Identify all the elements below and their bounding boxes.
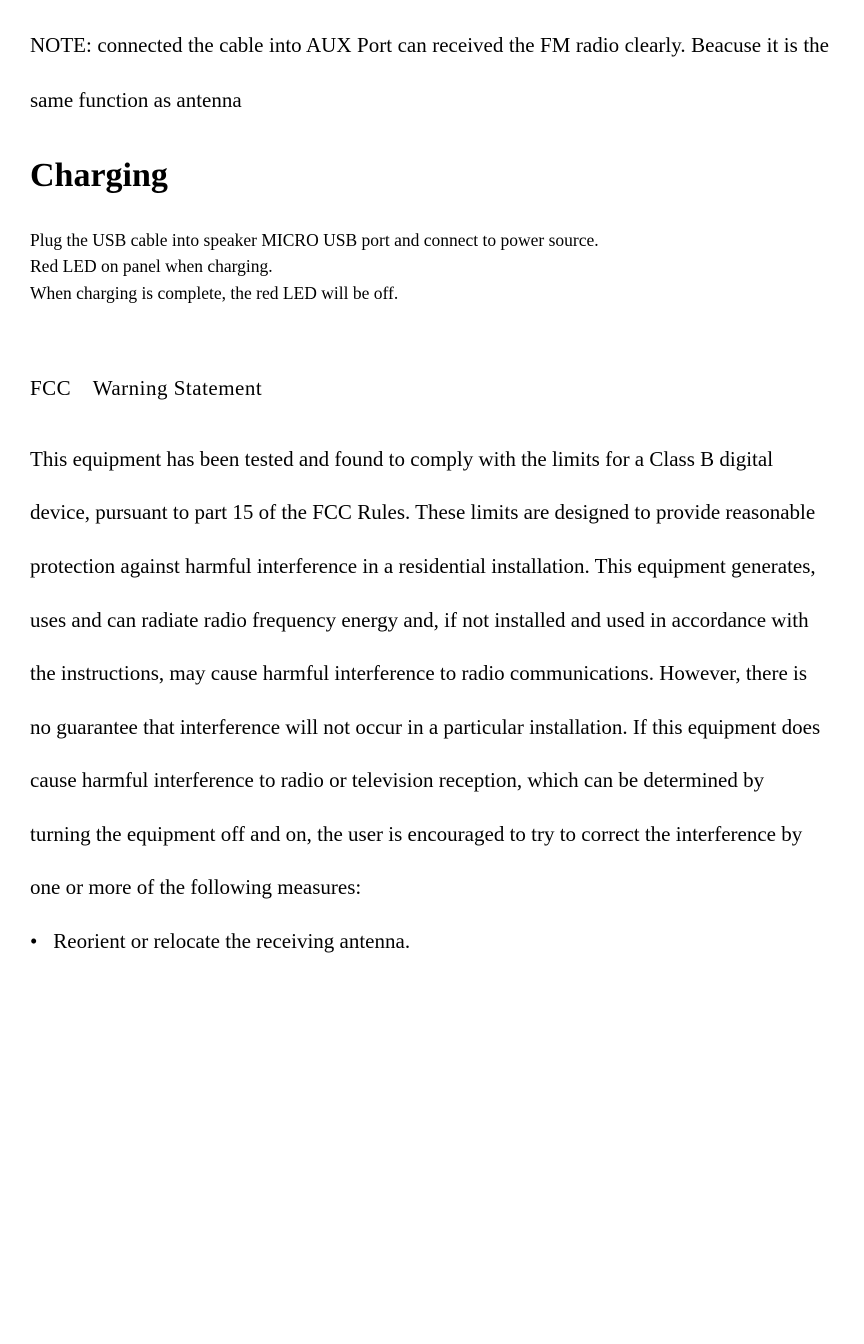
fcc-title: FCC Warning Statement (30, 376, 829, 401)
fcc-body-paragraph: This equipment has been tested and found… (30, 433, 829, 915)
charging-line-2: Red LED on panel when charging. (30, 253, 829, 279)
charging-heading: Charging (30, 157, 829, 195)
bullet-icon: • (30, 915, 48, 969)
note-paragraph: NOTE: connected the cable into AUX Port … (30, 18, 829, 127)
bullet-text: Reorient or relocate the receiving anten… (53, 929, 410, 953)
charging-section: Plug the USB cable into speaker MICRO US… (30, 227, 829, 306)
fcc-bullet-item: • Reorient or relocate the receiving ant… (30, 915, 829, 969)
charging-line-1: Plug the USB cable into speaker MICRO US… (30, 227, 829, 253)
charging-line-3: When charging is complete, the red LED w… (30, 280, 829, 306)
